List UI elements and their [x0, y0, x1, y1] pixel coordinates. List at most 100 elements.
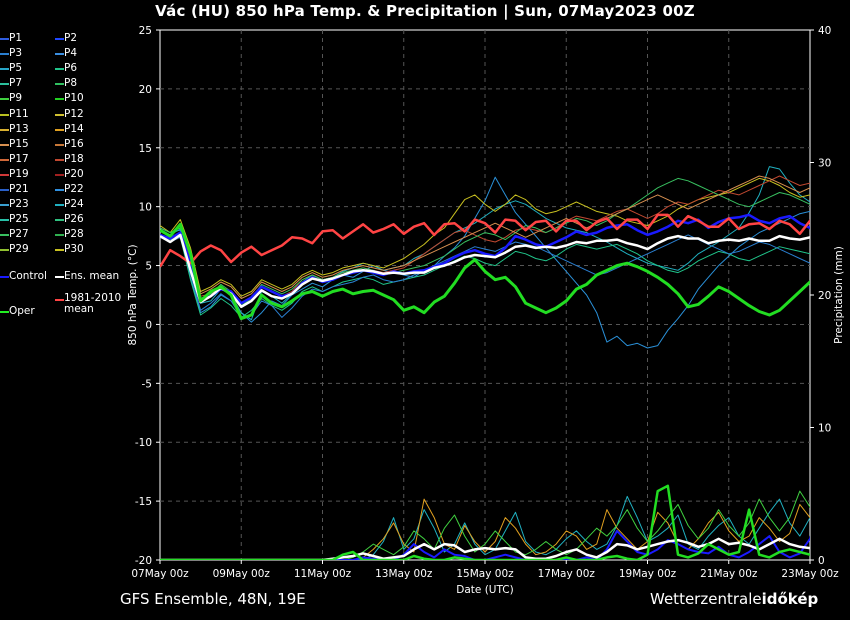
legend-swatch	[0, 173, 9, 176]
legend-label: P27	[9, 228, 29, 241]
y-left-tick-label: 5	[145, 261, 152, 273]
legend-label: P2	[64, 32, 78, 44]
source-credit: Wetterzentraleidőkép	[650, 590, 818, 608]
x-tick-label: 15May 00z	[456, 568, 514, 580]
legend-swatch	[55, 158, 64, 161]
legend-label: Ens. mean	[64, 269, 120, 282]
temp-line-p6	[160, 234, 810, 318]
x-tick-label: 13May 00z	[375, 568, 433, 580]
y-right-tick-label: 10	[818, 423, 831, 435]
idokep-logo: időkép	[761, 590, 819, 608]
legend-swatch	[55, 275, 64, 278]
legend-swatch	[0, 189, 9, 191]
legend-swatch	[55, 53, 64, 56]
legend-swatch	[55, 204, 64, 207]
legend-swatch	[0, 158, 9, 161]
legend-label: P11	[9, 107, 29, 120]
legend-swatch	[55, 249, 64, 252]
legend-label: P14	[64, 122, 84, 135]
legend-label: P13	[9, 122, 29, 135]
y-left-tick-label: 25	[139, 25, 152, 37]
legend-swatch	[0, 143, 9, 146]
legend-swatch	[55, 38, 64, 40]
legend-swatch	[0, 234, 9, 237]
legend-swatch	[0, 113, 9, 116]
legend-label: P1	[9, 32, 23, 44]
plot-area	[160, 166, 810, 560]
x-tick-label: 19May 00z	[619, 568, 677, 580]
legend-label: P22	[64, 183, 84, 195]
legend-swatch	[55, 219, 64, 222]
legend-label: P5	[9, 62, 23, 75]
y-left-tick-label: 0	[145, 319, 152, 331]
legend-swatch	[55, 98, 64, 101]
temp-line-ens-mean	[160, 233, 810, 309]
legend-label: P29	[9, 243, 29, 256]
y-left-tick-label: -20	[135, 555, 152, 567]
legend-label: P7	[9, 77, 23, 90]
legend-label: P30	[64, 243, 84, 256]
legend-swatch	[55, 113, 64, 116]
legend-swatch	[0, 310, 9, 313]
legend-label: P10	[64, 92, 84, 105]
legend: P1 P2 P3 P4 P5 P6 P7 P8 P9 P10 P11 P12 P13 P14 P15 P16 P…	[0, 32, 135, 332]
legend-label: Control	[9, 269, 47, 282]
legend-label: P6	[64, 62, 78, 75]
legend-label: P4	[64, 47, 78, 60]
legend-label: P20	[64, 167, 84, 180]
legend-swatch	[0, 38, 9, 40]
legend-swatch	[55, 189, 64, 191]
y-right-tick-label: 40	[818, 25, 831, 37]
legend-label: P8	[64, 77, 78, 90]
legend-swatch	[55, 83, 64, 86]
legend-label: P16	[64, 137, 84, 150]
legend-swatch	[55, 68, 64, 71]
legend-swatch	[0, 219, 9, 222]
legend-label: P9	[9, 92, 23, 105]
legend-swatch	[55, 128, 64, 131]
temp-line-1981-2010-mean	[160, 213, 810, 268]
legend-label: P19	[9, 167, 29, 180]
x-tick-label: 17May 00z	[538, 568, 596, 580]
y-left-tick-label: 10	[139, 202, 152, 214]
y-left-axis-label: 850 hPa Temp. (°C)	[127, 244, 139, 345]
legend-label: P18	[64, 152, 84, 165]
temp-line-p27	[160, 177, 810, 307]
legend-swatch	[0, 98, 9, 101]
x-tick-label: 11May 00z	[294, 568, 352, 580]
legend-label: P24	[64, 198, 84, 211]
y-right-tick-label: 30	[818, 158, 831, 170]
legend-swatch	[0, 275, 9, 278]
legend-label: P15	[9, 137, 29, 150]
x-tick-label: 07May 00z	[131, 568, 189, 580]
legend-swatch	[55, 298, 64, 301]
legend-swatch	[55, 234, 64, 237]
legend-label: P26	[64, 213, 84, 226]
x-tick-label: 21May 00z	[700, 568, 758, 580]
chart-title: Vác (HU) 850 hPa Temp. & Precipitation |…	[155, 2, 695, 20]
legend-label: P25	[9, 213, 29, 226]
source-name: Wetterzentrale	[650, 590, 762, 608]
legend-swatch	[55, 143, 64, 146]
legend-swatch	[0, 83, 9, 86]
legend-label: P23	[9, 198, 29, 211]
y-left-tick-label: -5	[142, 378, 152, 390]
legend-label: P21	[9, 183, 29, 195]
model-info: GFS Ensemble, 48N, 19E	[120, 590, 306, 608]
legend-swatch	[0, 249, 9, 252]
precip-line-p24-precip	[160, 495, 810, 560]
legend-label: P28	[64, 228, 84, 241]
legend-swatch	[0, 68, 9, 71]
x-tick-label: 23May 00z	[781, 568, 839, 580]
y-left-tick-label: -10	[135, 437, 152, 449]
legend-swatch	[0, 204, 9, 207]
y-right-axis-label: Precipitation (mm)	[833, 246, 845, 344]
legend-label: P12	[64, 107, 84, 120]
precip-line-p9-precip	[160, 490, 810, 560]
y-left-tick-label: -15	[135, 496, 152, 508]
x-axis-label: Date (UTC)	[456, 584, 513, 596]
legend-label: Oper	[9, 304, 35, 317]
y-right-tick-label: 0	[818, 555, 825, 567]
precip-line-ens-mean-precip	[160, 537, 810, 560]
